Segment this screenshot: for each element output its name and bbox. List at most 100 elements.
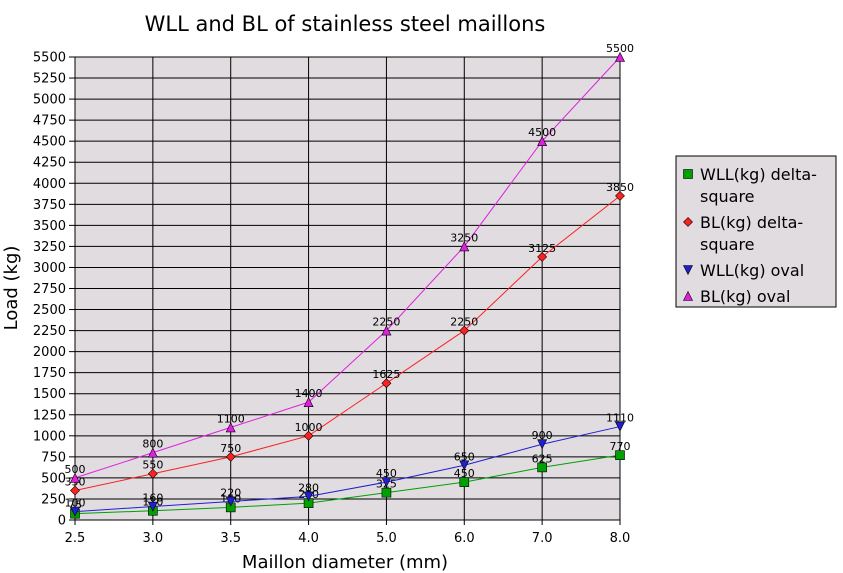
- data-point: [615, 51, 625, 62]
- data-point: [537, 439, 548, 450]
- data-label: 2250: [372, 316, 400, 329]
- legend-item: BL(kg) delta-square: [683, 213, 803, 254]
- grid-lines: [74, 56, 621, 521]
- data-label: 220: [220, 486, 241, 499]
- legend-label: WLL(kg) oval: [700, 261, 804, 280]
- data-point: [70, 506, 80, 517]
- x-tick-label: 5.0: [376, 531, 397, 546]
- chart-title: WLL and BL of stainless steel maillons: [145, 12, 546, 36]
- y-tick-label: 3750: [33, 198, 66, 213]
- y-tick-label: 0: [58, 514, 66, 529]
- data-point: [303, 396, 314, 407]
- data-point: [70, 472, 80, 483]
- data-point: [381, 487, 392, 498]
- x-tick-label: 8.0: [610, 531, 631, 546]
- series-line: [74, 454, 621, 515]
- y-tick-label: 250: [41, 492, 66, 507]
- legend: WLL(kg) delta-square BL(kg) delta-square W…: [675, 155, 837, 308]
- data-point: [303, 491, 314, 502]
- series-3: 100 160 220 280 450 650 900 1110: [65, 412, 634, 517]
- y-tick-label: 4250: [33, 156, 66, 171]
- data-label: 2250: [450, 316, 478, 329]
- data-label: 450: [376, 467, 397, 480]
- series-2: 35055075010001625225031253850: [65, 181, 634, 496]
- series-line: [74, 195, 621, 492]
- legend-item: WLL(kg) oval: [683, 261, 804, 280]
- data-label: 1000: [295, 421, 323, 434]
- y-tick-label: 2000: [33, 345, 66, 360]
- series-line: [74, 56, 621, 479]
- legend-item: WLL(kg) delta-square: [683, 165, 817, 206]
- data-point: [459, 325, 470, 336]
- data-label: 550: [142, 459, 163, 472]
- legend-label: WLL(kg) delta-square: [700, 165, 817, 206]
- series-4: 500 800 1100 1400 2250 3250 4500 5500: [65, 42, 634, 483]
- data-label: 1400: [295, 387, 323, 400]
- data-label: 750: [220, 442, 241, 455]
- data-point: [537, 462, 547, 473]
- data-point: [381, 378, 392, 389]
- x-tick-label: 4.0: [298, 531, 319, 546]
- y-tick-label: 2250: [33, 324, 66, 339]
- series-group: 7511015020032545062577035055075010001625…: [65, 42, 634, 519]
- y-axis-title: Load (kg): [1, 246, 22, 331]
- data-point: [225, 496, 236, 507]
- y-tick-label: 1250: [33, 408, 66, 423]
- y-tick-label: 3250: [33, 240, 66, 255]
- data-label: 5500: [606, 42, 634, 55]
- data-point: [381, 477, 392, 488]
- x-tick-label: 3.5: [220, 531, 241, 546]
- data-label: 900: [532, 429, 553, 442]
- data-point: [225, 422, 236, 433]
- data-point: [537, 136, 548, 146]
- data-point: [615, 421, 625, 432]
- legend-marker: [683, 217, 693, 227]
- data-label: 4500: [528, 126, 556, 139]
- data-label: 160: [142, 492, 163, 505]
- y-tick-label: 1500: [33, 387, 66, 402]
- y-tick-label: 5000: [33, 93, 66, 108]
- data-point: [147, 447, 158, 458]
- data-label: 1625: [372, 368, 400, 381]
- data-label: 770: [610, 440, 631, 453]
- data-label: 450: [454, 467, 475, 480]
- data-point: [537, 252, 548, 262]
- data-label: 1100: [217, 412, 245, 425]
- x-tick-label: 7.0: [532, 531, 553, 546]
- legend-marker: [683, 265, 693, 276]
- y-tick-label: 3000: [33, 261, 66, 276]
- data-point: [70, 485, 80, 496]
- y-tick-label: 500: [41, 471, 66, 486]
- legend-box: [675, 155, 837, 308]
- y-tick-label: 3500: [33, 219, 66, 234]
- x-tick-label: 6.0: [454, 531, 475, 546]
- data-label: 625: [532, 452, 553, 465]
- data-label: 1110: [606, 412, 634, 425]
- x-tick-label: 3.0: [143, 531, 164, 546]
- series-line: [74, 426, 621, 513]
- y-tick-label: 1750: [33, 366, 66, 381]
- data-label: 3125: [528, 242, 556, 255]
- legend-label: BL(kg) oval: [700, 287, 790, 306]
- legend-label: BL(kg) delta-square: [700, 213, 803, 254]
- data-point: [615, 190, 625, 201]
- legend-marker: [683, 169, 693, 179]
- data-point: [459, 460, 470, 471]
- data-point: [615, 450, 625, 460]
- data-label: 800: [142, 438, 163, 451]
- legend-item: BL(kg) oval: [683, 287, 790, 306]
- y-axis-ticks: 0 250 500 750 1000 1250 1500 1750 2000 2250 2500 27…: [33, 51, 75, 529]
- y-tick-label: 2500: [33, 303, 66, 318]
- data-point: [303, 430, 314, 441]
- data-label: 650: [454, 450, 475, 463]
- y-tick-label: 4000: [33, 177, 66, 192]
- data-point: [381, 325, 392, 336]
- x-tick-label: 2.5: [65, 531, 86, 546]
- data-label: 3250: [450, 231, 478, 244]
- data-point: [459, 241, 470, 252]
- data-label: 100: [65, 497, 86, 510]
- y-tick-label: 1000: [33, 429, 66, 444]
- x-axis-ticks: 2.5 3.0 3.5 4.0 5.0 6.0 7.0 8.0: [65, 520, 631, 546]
- data-label: 500: [65, 463, 86, 476]
